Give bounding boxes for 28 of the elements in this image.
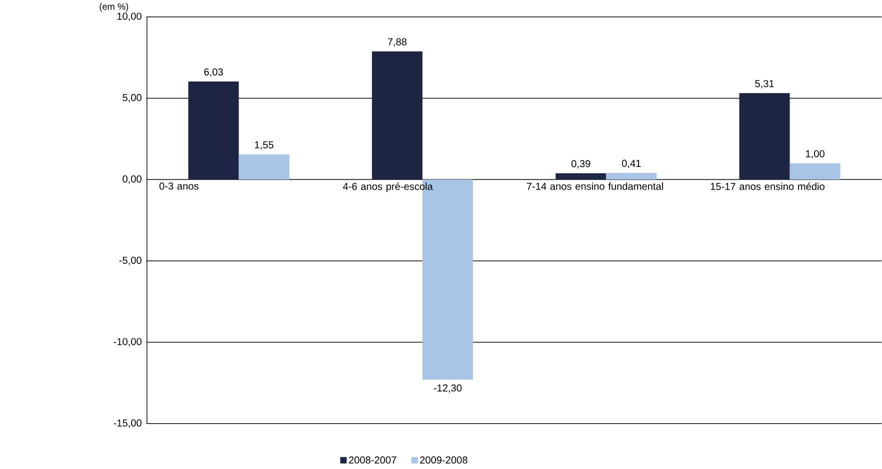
bar xyxy=(556,173,606,180)
y-tick-label: 0,00 xyxy=(122,175,142,184)
y-tick-label: 10,00 xyxy=(117,12,142,21)
data-label: 1,55 xyxy=(254,141,274,150)
bar xyxy=(739,93,790,180)
x-tick-label: 7-14 anos ensino fundamental xyxy=(526,182,663,190)
y-axis-title: (em %) xyxy=(100,2,128,12)
data-label: 6,03 xyxy=(204,68,223,77)
bar xyxy=(372,51,422,180)
data-label: -12,30 xyxy=(434,384,462,393)
y-tick-label: 5,00 xyxy=(122,94,142,102)
data-label: 7,88 xyxy=(388,38,407,47)
legend-label: 2008-2007 xyxy=(348,456,396,464)
x-tick-label: 4-6 anos pré-escola xyxy=(342,182,433,192)
bar xyxy=(238,154,290,180)
x-tick-label: 0-3 anos xyxy=(159,182,198,190)
data-label: 0,39 xyxy=(571,160,590,168)
bar xyxy=(790,163,840,180)
x-tick-label: 15-17 anos ensino médio xyxy=(710,182,824,190)
bar xyxy=(606,172,657,180)
y-tick-label: -5,00 xyxy=(119,256,142,265)
legend-label: 2009-2008 xyxy=(420,456,468,464)
data-label: 1,00 xyxy=(806,150,824,158)
data-label: 0,41 xyxy=(622,160,641,168)
data-label: 5,31 xyxy=(755,80,774,88)
y-tick-label: -15,00 xyxy=(114,419,142,428)
y-tick-label: -10,00 xyxy=(114,338,142,346)
bar xyxy=(188,81,239,180)
